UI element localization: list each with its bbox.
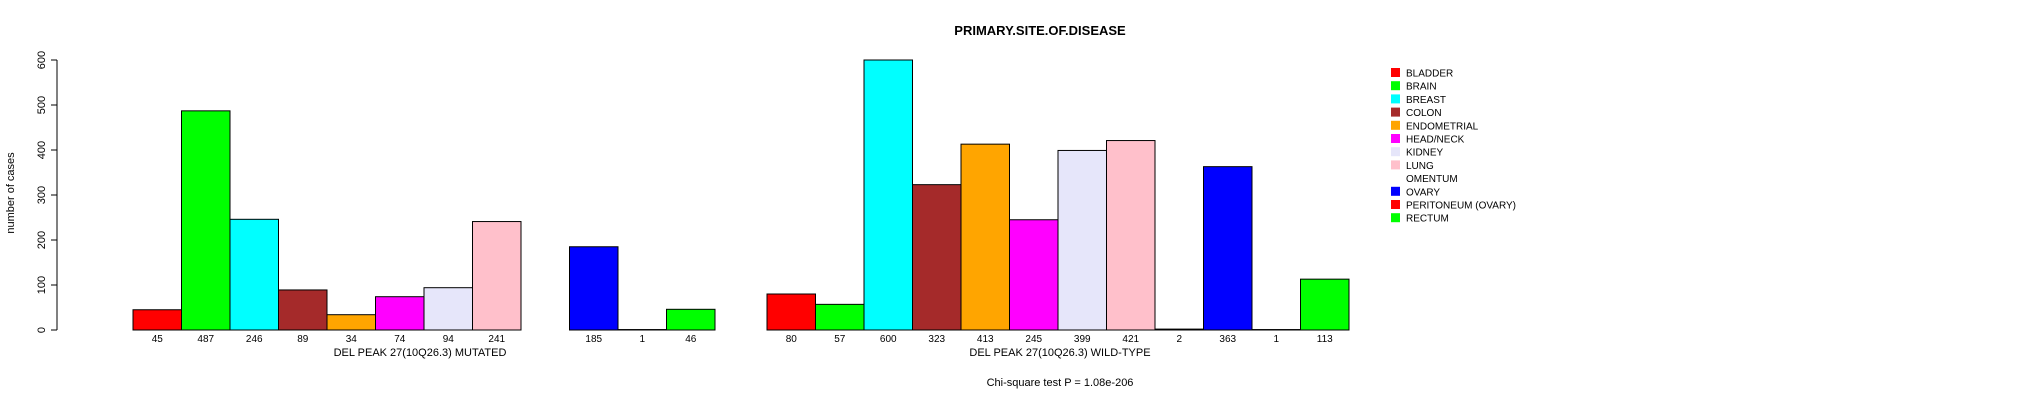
bar-value-label: 413 — [977, 334, 994, 345]
bar — [864, 60, 913, 330]
bar-value-label: 1 — [1273, 334, 1279, 345]
legend-label: PERITONEUM (OVARY) — [1406, 201, 1516, 212]
legend-swatch — [1391, 108, 1400, 117]
bar-value-label: 245 — [1025, 334, 1042, 345]
y-axis: 0 100 200 300 400 500 600 — [36, 51, 57, 333]
legend-swatch — [1391, 200, 1400, 209]
y-tick-label: 600 — [36, 51, 48, 69]
legend-label: OVARY — [1406, 187, 1440, 198]
panel-2-label: DEL PEAK 27(10Q26.3) WILD-TYPE — [969, 347, 1150, 359]
chart-title: PRIMARY.SITE.OF.DISEASE — [954, 23, 1126, 38]
legend-swatch — [1391, 213, 1400, 222]
y-tick-label: 100 — [36, 276, 48, 294]
y-tick-label: 400 — [36, 141, 48, 159]
y-tick-label: 500 — [36, 96, 48, 114]
bar-value-label: 57 — [834, 334, 846, 345]
bar — [473, 222, 522, 330]
legend-label: BREAST — [1406, 95, 1446, 106]
legend-swatch — [1391, 160, 1400, 169]
legend: BLADDER BRAIN BREAST COLON ENDOMETRIAL HEAD/N… — [1391, 68, 1516, 225]
bar-value-label: 46 — [685, 334, 697, 345]
bar-value-label: 185 — [585, 334, 602, 345]
bar — [1107, 141, 1156, 330]
bar — [376, 297, 425, 330]
legend-swatch — [1391, 94, 1400, 103]
bar — [913, 185, 962, 330]
bar-value-label: 487 — [197, 334, 214, 345]
bar — [1155, 329, 1204, 330]
bar-value-label: 1 — [639, 334, 645, 345]
bar — [279, 290, 328, 330]
legend-label: KIDNEY — [1406, 148, 1444, 159]
bar — [767, 294, 816, 330]
bar — [182, 111, 231, 330]
y-tick-label: 200 — [36, 231, 48, 249]
legend-label: ENDOMETRIAL — [1406, 121, 1479, 132]
bars-panel-mutated: 45 487 246 89 34 74 94 241 185 1 46 — [133, 111, 715, 345]
bar — [1010, 220, 1059, 330]
panel-1-label: DEL PEAK 27(10Q26.3) MUTATED — [334, 347, 507, 359]
legend-label: HEAD/NECK — [1406, 135, 1465, 146]
legend-swatch — [1391, 121, 1400, 130]
legend-label: BRAIN — [1406, 82, 1437, 93]
bar-value-label: 113 — [1317, 334, 1333, 345]
bar-value-label: 34 — [346, 334, 358, 345]
legend-label: BLADDER — [1406, 69, 1453, 80]
legend-swatch — [1391, 187, 1400, 196]
bar — [570, 247, 619, 330]
y-axis-label: number of cases — [5, 152, 17, 234]
bar — [424, 288, 473, 330]
legend-swatch — [1391, 147, 1400, 156]
legend-swatch — [1391, 81, 1400, 90]
bar — [1058, 150, 1107, 330]
bar-value-label: 600 — [880, 334, 897, 345]
chi-square-footnote: Chi-square test P = 1.08e-206 — [987, 377, 1134, 389]
bar — [816, 304, 865, 330]
bar — [1301, 279, 1350, 330]
legend-swatch — [1391, 174, 1400, 183]
bar — [1204, 167, 1253, 330]
legend-label: OMENTUM — [1406, 174, 1458, 185]
bars-panel-wild-type: 80 57 600 323 413 245 399 421 2 363 1 113 — [767, 60, 1349, 345]
legend-swatch — [1391, 68, 1400, 77]
bar-value-label: 45 — [152, 334, 164, 345]
bar — [327, 315, 376, 330]
bar — [230, 219, 279, 330]
y-tick-label: 300 — [36, 186, 48, 204]
legend-swatch — [1391, 134, 1400, 143]
bar-value-label: 94 — [443, 334, 455, 345]
bar — [961, 144, 1010, 330]
bar-value-label: 323 — [928, 334, 945, 345]
bar-value-label: 2 — [1176, 334, 1182, 345]
bar-value-label: 80 — [786, 334, 798, 345]
bar-value-label: 89 — [297, 334, 309, 345]
legend-label: LUNG — [1406, 161, 1434, 172]
bar — [667, 309, 716, 330]
bar-value-label: 74 — [394, 334, 406, 345]
legend-label: COLON — [1406, 108, 1442, 119]
bar-value-label: 246 — [246, 334, 263, 345]
bar-value-label: 399 — [1074, 334, 1091, 345]
bar — [133, 310, 182, 330]
bar-value-label: 363 — [1219, 334, 1236, 345]
bar-value-label: 241 — [488, 334, 505, 345]
legend-label: RECTUM — [1406, 214, 1449, 225]
y-tick-label: 0 — [36, 327, 48, 333]
bar-value-label: 421 — [1122, 334, 1139, 345]
